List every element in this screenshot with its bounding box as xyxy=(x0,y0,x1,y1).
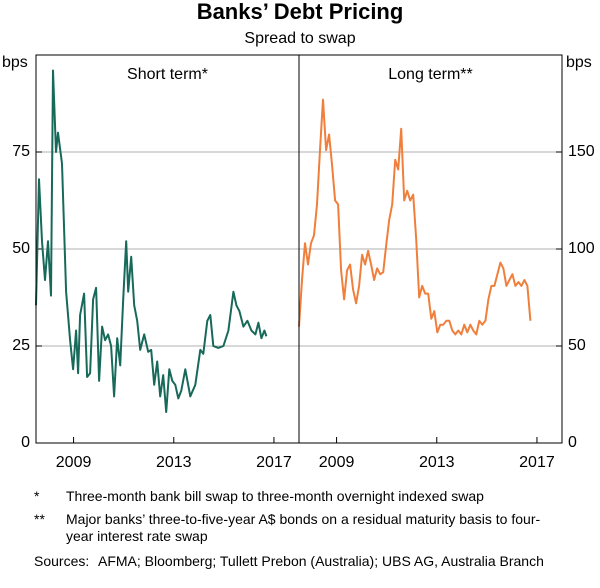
note-marker: * xyxy=(34,488,40,504)
note-text: Three-month bank bill swap to three-mont… xyxy=(66,488,484,504)
panel-title: Short term* xyxy=(127,66,208,83)
x-tick-label: 2017 xyxy=(256,454,292,471)
y-tick-label: 50 xyxy=(12,240,30,257)
x-tick-label: 2009 xyxy=(319,454,355,471)
line-series xyxy=(35,69,268,413)
x-tick-label: 2017 xyxy=(519,454,555,471)
x-tick-label: 2013 xyxy=(419,454,455,471)
y-tick-label: 0 xyxy=(568,434,577,451)
y-axis-label: bps xyxy=(566,54,592,71)
y-tick-label: 150 xyxy=(568,143,595,160)
y-tick-label: 75 xyxy=(12,143,30,160)
y-axis-label: bps xyxy=(2,54,28,71)
sources: Sources: AFMA; Bloomberg; Tullett Prebon… xyxy=(34,553,564,570)
note-marker: ** xyxy=(34,511,45,527)
x-tick-label: 2009 xyxy=(56,454,92,471)
sources-text: AFMA; Bloomberg; Tullett Prebon (Austral… xyxy=(98,553,544,569)
x-tick-label: 2013 xyxy=(156,454,192,471)
panel-title: Long term** xyxy=(388,66,473,83)
sources-label: Sources: xyxy=(34,553,90,569)
chart: Banks’ Debt Pricing Spread to swap 0 25 50… xyxy=(2,0,595,471)
note: * Three-month bank bill swap to three-mo… xyxy=(34,488,554,505)
y-tick-label: 0 xyxy=(21,434,30,451)
line-series xyxy=(298,98,532,336)
chart-subtitle: Spread to swap xyxy=(244,30,355,47)
y-tick-label: 50 xyxy=(568,337,586,354)
note: ** Major banks’ three-to-five-year A$ bo… xyxy=(34,511,554,545)
chart-title: Banks’ Debt Pricing xyxy=(197,0,404,24)
y-tick-label: 25 xyxy=(12,337,30,354)
note-text: Major banks’ three-to-five-year A$ bonds… xyxy=(66,511,541,544)
y-tick-label: 100 xyxy=(568,240,595,257)
